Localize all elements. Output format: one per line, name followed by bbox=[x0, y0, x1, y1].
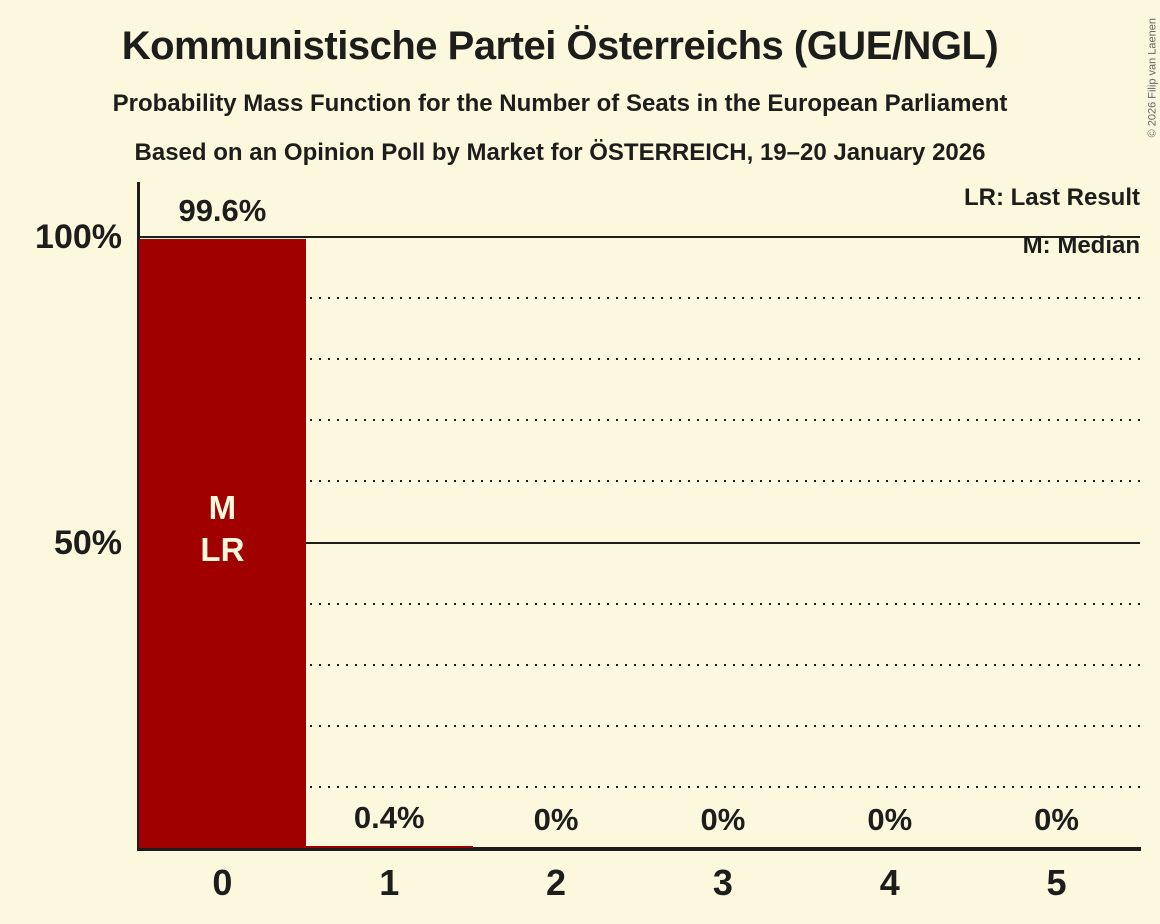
copyright-notice: © 2026 Filip van Laenen bbox=[1146, 18, 1158, 138]
gridline-80pct bbox=[139, 358, 1140, 361]
median-last-result-annotation: M LR bbox=[200, 489, 245, 568]
gridline-30pct bbox=[139, 663, 1140, 666]
gridline-60pct bbox=[139, 480, 1140, 483]
y-axis-line bbox=[137, 182, 140, 851]
gridline-40pct bbox=[139, 602, 1140, 605]
y-axis-tick-label: 100% bbox=[35, 218, 122, 256]
x-axis-tick-label: 1 bbox=[379, 862, 400, 903]
x-axis-tick-label: 3 bbox=[712, 862, 733, 903]
chart-poll-info: Based on an Opinion Poll by Market for Ö… bbox=[134, 139, 986, 166]
bar-seats-0 bbox=[139, 239, 306, 848]
x-axis-tick-label: 5 bbox=[1046, 862, 1067, 903]
y-axis-tick-label: 50% bbox=[53, 523, 122, 562]
gridline-100pct bbox=[139, 236, 1140, 238]
bar-seats-1 bbox=[305, 845, 473, 849]
bar-value-label: 0% bbox=[700, 802, 746, 837]
x-axis-line bbox=[137, 847, 1141, 851]
chart-subtitle: Probability Mass Function for the Number… bbox=[112, 90, 1008, 117]
x-axis-tick-label: 4 bbox=[879, 862, 900, 903]
gridline-90pct bbox=[139, 297, 1140, 300]
bar-value-label: 0% bbox=[533, 802, 579, 837]
legend-last-result: LR: Last Result bbox=[963, 184, 1140, 211]
bar-value-label: 0% bbox=[867, 802, 913, 837]
gridline-10pct bbox=[139, 785, 1140, 788]
gridline-20pct bbox=[139, 724, 1140, 727]
gridline-50pct bbox=[139, 541, 1140, 544]
bar-value-label: 99.6% bbox=[178, 193, 267, 229]
x-axis-tick-label: 0 bbox=[212, 862, 233, 903]
bar-value-label: 0% bbox=[1034, 802, 1079, 837]
gridline-70pct bbox=[139, 419, 1140, 422]
bar-value-label: 0.4% bbox=[353, 799, 425, 835]
x-axis-tick-label: 2 bbox=[546, 862, 567, 903]
chart-title: Kommunistische Partei Österreichs (GUE/N… bbox=[121, 24, 999, 68]
